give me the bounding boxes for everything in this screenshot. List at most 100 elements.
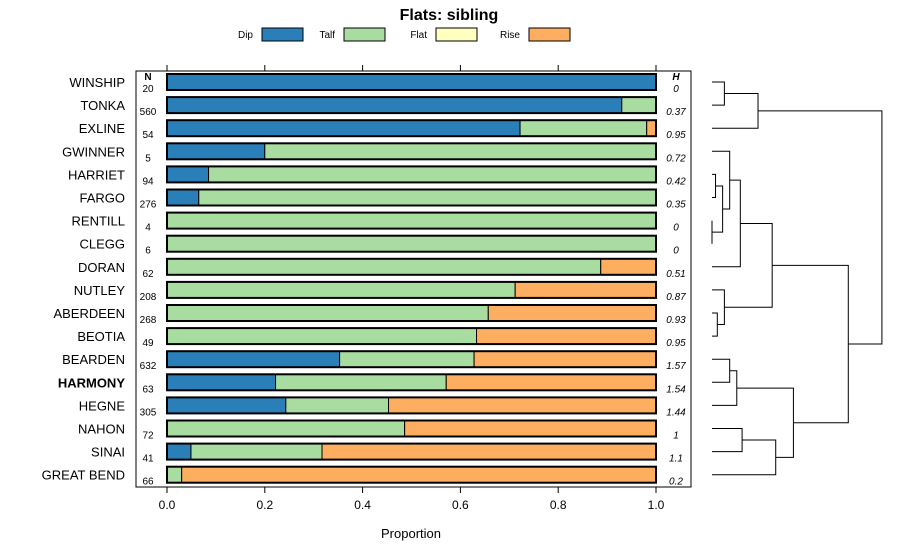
- x-tick-label-1-0: 1.0: [648, 498, 665, 512]
- row-label-bearden: BEARDEN: [62, 352, 125, 367]
- bar-sinai-talf: [190, 443, 323, 461]
- row-label-rentill: RENTILL: [72, 214, 125, 229]
- bar-aberdeen-rise: [487, 304, 657, 322]
- row-label-clegg: CLEGG: [79, 237, 125, 252]
- bar-gwinner-dip: [166, 142, 266, 160]
- bar-gwinner-talf: [264, 142, 657, 160]
- bar-nahon-rise: [404, 420, 657, 437]
- bar-hegne-dip: [166, 396, 287, 414]
- bar-bearden-talf: [339, 350, 475, 368]
- row-label-tonka: TONKA: [80, 98, 125, 113]
- bar-bearden-dip: [166, 350, 341, 368]
- h-value-fargo: 0.35: [666, 200, 686, 211]
- bar-outline-great-bend: [166, 465, 657, 484]
- row-label-nutley: NUTLEY: [74, 283, 126, 298]
- row-label-harriet: HARRIET: [68, 167, 125, 182]
- h-value-doran: 0.51: [666, 269, 685, 280]
- row-label-beotia: BEOTIA: [77, 329, 125, 344]
- n-value-exline: 54: [142, 130, 154, 141]
- h-value-hegne: 1.44: [666, 407, 686, 418]
- n-value-harmony: 63: [142, 384, 154, 395]
- n-value-nutley: 208: [140, 292, 157, 303]
- n-value-gwinner: 5: [145, 153, 151, 164]
- dendrogram-link-6: [712, 150, 731, 210]
- n-value-bearden: 632: [140, 361, 157, 372]
- dendrogram-link-7: [712, 179, 741, 268]
- n-value-fargo: 276: [140, 200, 157, 211]
- dendrogram-link-10: [724, 222, 773, 308]
- bar-bearden-rise: [473, 350, 657, 368]
- bar-outline-hegne: [166, 396, 657, 415]
- legend-swatch-rise: [528, 27, 571, 42]
- bar-harriet-talf: [208, 165, 657, 183]
- bar-clegg-talf: [166, 235, 657, 253]
- h-column-header: H: [672, 72, 680, 83]
- row-label-nahon: NAHON: [78, 422, 125, 437]
- n-value-sinai: 41: [142, 454, 154, 465]
- x-tick-label-0-4: 0.4: [354, 498, 371, 512]
- n-value-beotia: 49: [142, 338, 154, 349]
- bar-hegne-talf: [285, 396, 390, 414]
- bar-outline-exline: [166, 119, 657, 138]
- legend-swatch-dip: [261, 27, 304, 42]
- bar-nutley-rise: [514, 281, 657, 299]
- row-label-doran: DORAN: [78, 260, 125, 275]
- bar-harriet-dip: [166, 165, 210, 183]
- bar-outline-tonka: [166, 96, 657, 115]
- legend-swatch-flat: [435, 27, 478, 42]
- n-value-harriet: 94: [142, 176, 154, 187]
- dendrogram-link-16: [772, 264, 849, 424]
- bar-outline-harriet: [166, 165, 657, 184]
- bar-outline-harmony: [166, 373, 657, 392]
- bar-outline-beotia: [166, 327, 657, 346]
- dendrogram-link-9: [712, 289, 725, 326]
- bar-outline-bearden: [166, 350, 657, 369]
- row-label-gwinner: GWINNER: [62, 144, 125, 159]
- bar-exline-talf: [519, 119, 648, 137]
- bar-harmony-talf: [275, 373, 447, 391]
- bar-fargo-dip: [166, 189, 200, 206]
- h-value-aberdeen: 0.93: [666, 315, 686, 326]
- bar-hegne-rise: [388, 396, 657, 414]
- bar-outline-gwinner: [166, 142, 657, 161]
- bar-outline-sinai: [166, 442, 657, 461]
- n-value-clegg: 6: [145, 246, 151, 257]
- bar-harmony-dip: [166, 373, 277, 391]
- n-value-tonka: 560: [140, 107, 157, 118]
- dendrogram-link-5: [712, 185, 724, 233]
- n-value-aberdeen: 268: [140, 315, 157, 326]
- n-value-winship: 20: [142, 84, 154, 95]
- row-label-harmony: HARMONY: [58, 375, 125, 390]
- bar-rentill-talf: [166, 212, 657, 230]
- n-value-hegne: 305: [140, 407, 157, 418]
- bar-sinai-dip: [166, 443, 192, 461]
- x-axis-title: Proportion: [381, 526, 441, 541]
- row-label-hegne: HEGNE: [79, 398, 126, 413]
- h-value-winship: 0: [673, 84, 679, 95]
- legend-label-flat: Flat: [410, 30, 427, 41]
- bar-outline-rentill: [166, 211, 657, 230]
- h-value-nutley: 0.87: [666, 292, 686, 303]
- dendrogram-link-2: [712, 93, 759, 129]
- x-tick-label-0-0: 0.0: [159, 498, 176, 512]
- bar-doran-rise: [600, 258, 657, 276]
- dendrogram-link-3: [712, 173, 717, 198]
- h-value-rentill: 0: [673, 223, 679, 234]
- bar-outline-fargo: [166, 188, 657, 207]
- dendrogram-link-1: [712, 81, 725, 106]
- row-label-great-bend: GREAT BEND: [42, 468, 125, 483]
- bar-winship-dip: [166, 73, 657, 91]
- x-axis: 0.0 0.2 0.4 0.6 0.8 1.0: [159, 65, 665, 512]
- bar-nutley-talf: [166, 281, 516, 299]
- legend-label-talf: Talf: [319, 30, 335, 41]
- bar-fargo-talf: [198, 189, 657, 206]
- bar-tonka-dip: [166, 96, 623, 114]
- row-label-aberdeen: ABERDEEN: [53, 306, 125, 321]
- chart-title: Flats: sibling: [400, 7, 499, 24]
- h-value-sinai: 1.1: [669, 454, 683, 465]
- n-value-rentill: 4: [145, 223, 151, 234]
- bar-great-bend-talf: [166, 466, 183, 484]
- legend-swatch-talf: [343, 27, 386, 42]
- h-value-clegg: 0: [673, 246, 679, 257]
